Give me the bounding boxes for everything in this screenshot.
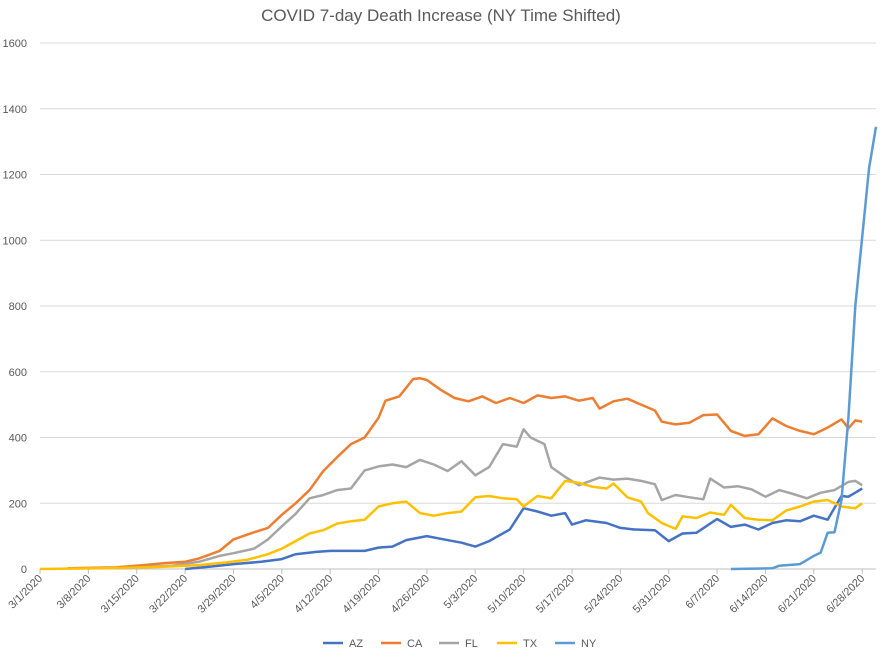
- x-tick-label: 6/14/2020: [727, 573, 770, 616]
- series-lines: [39, 126, 878, 571]
- x-tick-label: 6/21/2020: [776, 573, 819, 616]
- legend: AZ CA FL TX NY: [323, 638, 597, 650]
- series-line-ny: [730, 126, 878, 571]
- legend-label-tx: TX: [523, 638, 538, 650]
- y-tick-label: 800: [9, 301, 27, 313]
- x-axis: 3/1/2020 3/8/2020 3/15/2020 3/22/2020 3/29/2…: [6, 569, 867, 616]
- y-axis-ticks: 0 200 400 600 800 1000 1200 1400 1600: [3, 38, 27, 576]
- y-tick-label: 600: [9, 367, 27, 379]
- series-line-tx: [39, 479, 863, 571]
- y-tick-label: 200: [9, 498, 27, 510]
- legend-label-fl: FL: [465, 638, 478, 650]
- x-tick-label: 4/19/2020: [341, 573, 384, 616]
- x-tick-label: 4/26/2020: [389, 573, 432, 616]
- x-tick-label: 4/5/2020: [248, 573, 287, 612]
- y-tick-label: 1400: [3, 104, 27, 116]
- x-tick-label: 5/24/2020: [582, 573, 625, 616]
- x-tick-label: 3/1/2020: [6, 573, 45, 612]
- x-tick-label: 4/12/2020: [292, 573, 335, 616]
- legend-label-ny: NY: [581, 638, 597, 650]
- x-tick-label: 5/31/2020: [631, 573, 674, 616]
- x-tick-label: 3/8/2020: [55, 573, 94, 612]
- y-tick-label: 1600: [3, 38, 27, 50]
- y-tick-label: 400: [9, 433, 27, 445]
- chart-title: COVID 7-day Death Increase (NY Time Shif…: [261, 6, 621, 25]
- series-line-ca: [67, 377, 863, 570]
- x-tick-label: 3/15/2020: [99, 573, 142, 616]
- legend-label-ca: CA: [407, 638, 423, 650]
- x-tick-label: 3/29/2020: [195, 573, 238, 616]
- gridlines: [40, 42, 876, 570]
- x-tick-label: 6/7/2020: [683, 573, 722, 612]
- series-line-az: [184, 487, 863, 571]
- x-tick-label: 3/22/2020: [147, 573, 190, 616]
- x-tick-label: 5/17/2020: [534, 573, 577, 616]
- series-line-fl: [115, 428, 863, 570]
- y-tick-label: 1200: [3, 170, 27, 182]
- legend-label-az: AZ: [349, 638, 363, 650]
- x-tick-label: 5/10/2020: [486, 573, 529, 616]
- x-tick-label: 6/28/2020: [824, 573, 867, 616]
- y-tick-label: 1000: [3, 235, 27, 247]
- x-tick-label: 5/3/2020: [442, 573, 481, 612]
- y-tick-label: 0: [21, 564, 27, 576]
